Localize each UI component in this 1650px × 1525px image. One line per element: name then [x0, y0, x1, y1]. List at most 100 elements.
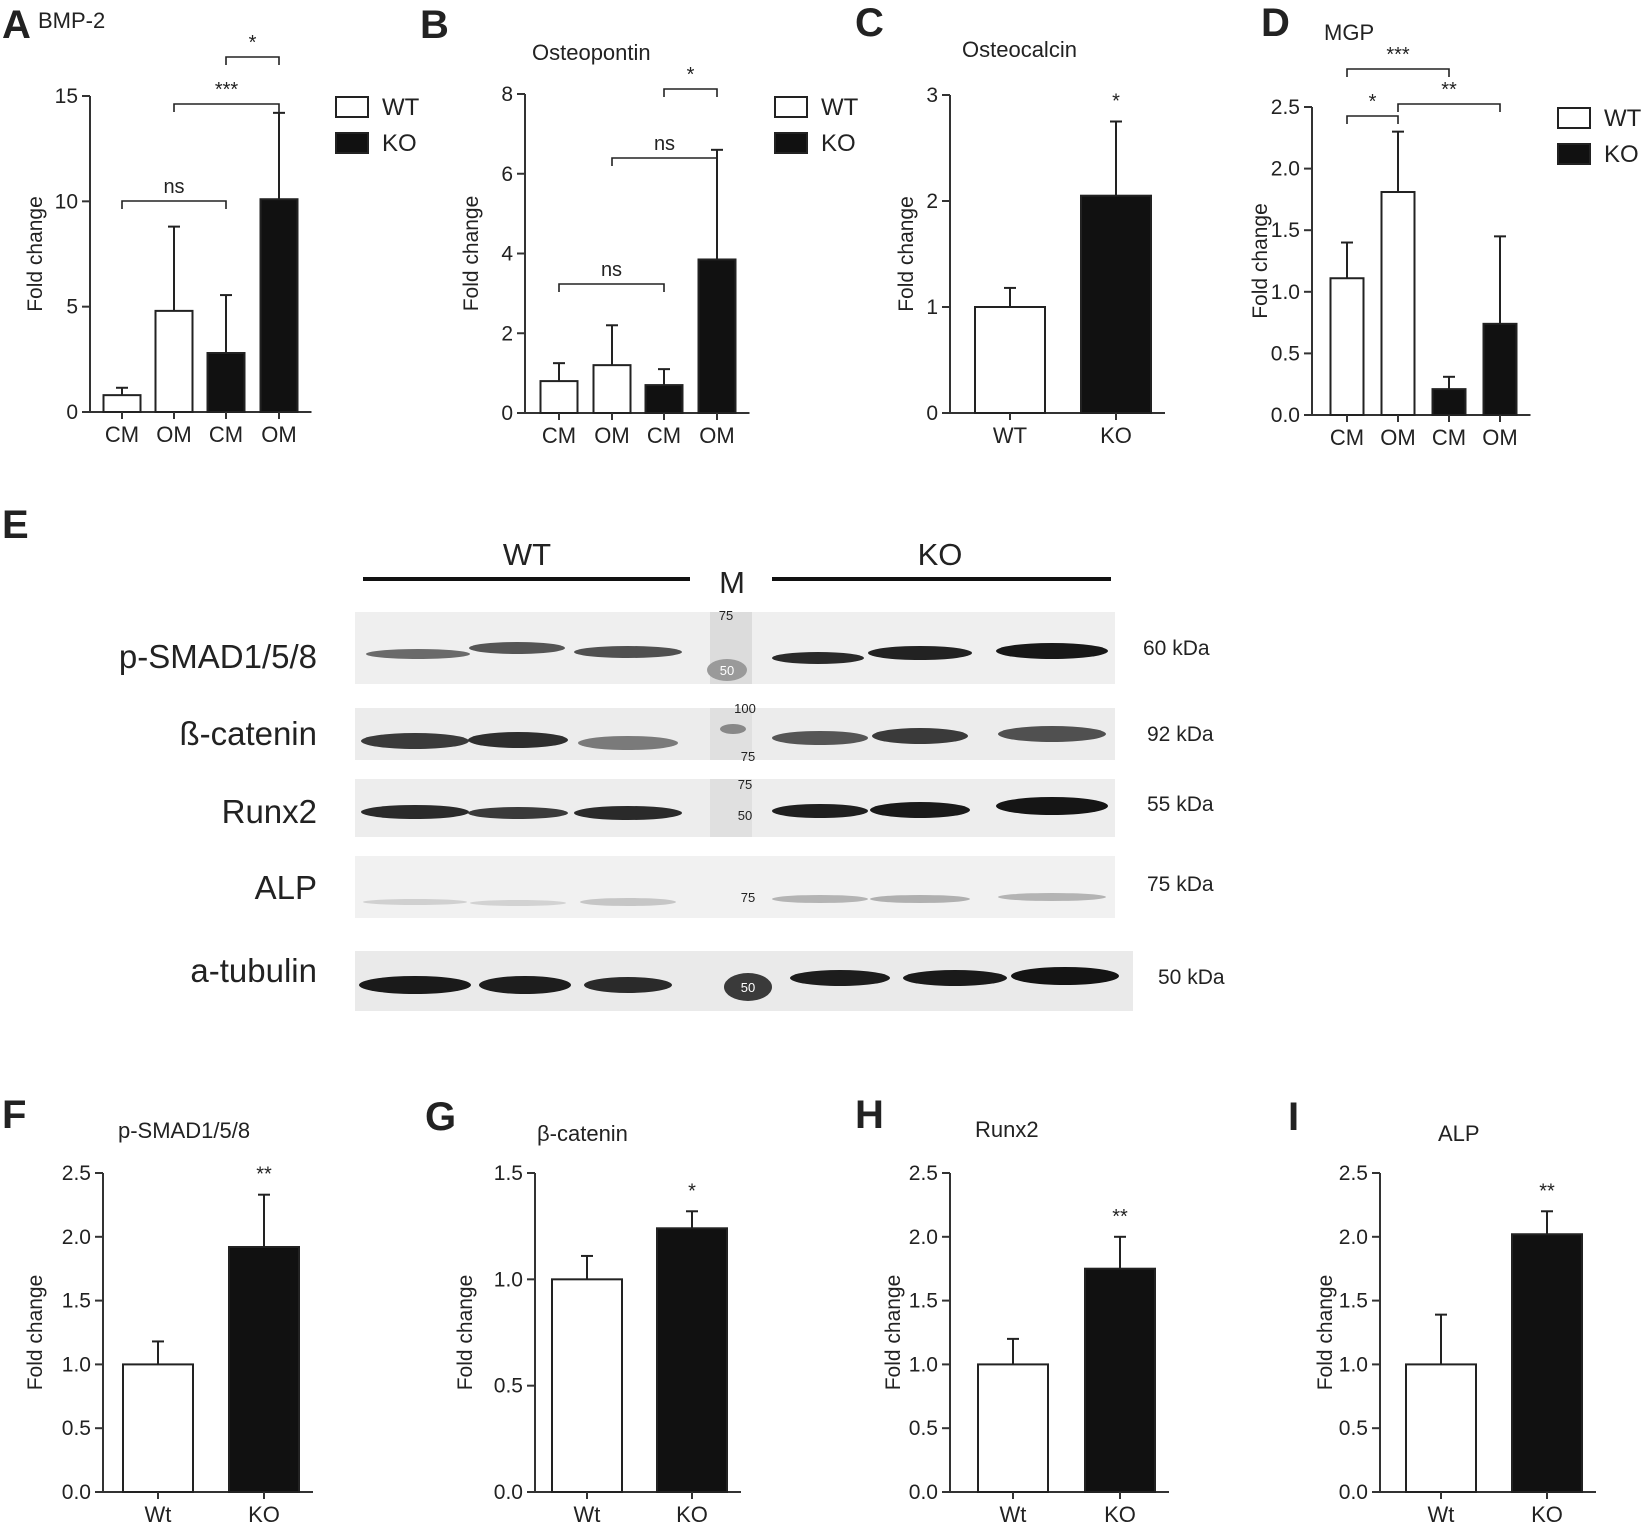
y-axis-label: Fold change — [24, 196, 47, 312]
bar — [228, 1246, 300, 1494]
chart-title: β-catenin — [537, 1121, 628, 1146]
significance-bracket — [558, 283, 665, 292]
significance-label: * — [688, 1180, 696, 1202]
x-tick-label: Wt — [145, 1502, 172, 1525]
band — [366, 649, 470, 659]
panel-letter: F — [2, 1093, 26, 1137]
band — [584, 977, 672, 993]
y-tick-label: 2.5 — [1271, 96, 1300, 119]
y-tick-label: 1.0 — [62, 1353, 91, 1376]
significance-bracket — [663, 88, 718, 97]
significance-label: *** — [215, 79, 239, 101]
bar — [206, 352, 246, 414]
y-tick-label: 0.0 — [494, 1481, 523, 1504]
panel-letter: B — [420, 3, 449, 47]
bar — [1380, 191, 1416, 416]
legend-label: WT — [821, 94, 859, 121]
blot-row-runx2: 75 50 Runx2 55 kDa — [222, 777, 1214, 837]
y-tick-label: 2.5 — [909, 1162, 938, 1185]
band — [363, 899, 467, 905]
legend-label: WT — [1604, 105, 1642, 132]
band — [1011, 967, 1119, 985]
y-tick-label: 0.5 — [62, 1417, 91, 1440]
panel-letter-e: E — [2, 503, 29, 547]
significance-bracket — [225, 56, 280, 65]
marker-label: 75 — [741, 749, 755, 764]
blot-group-marker: M — [719, 565, 745, 600]
x-tick-label: KO — [248, 1502, 280, 1525]
x-tick-label: OM — [1380, 425, 1415, 450]
blot-row-label: a-tubulin — [190, 952, 317, 989]
significance-bracket — [1346, 115, 1399, 124]
chart-title: BMP-2 — [38, 8, 105, 33]
y-axis-label: Fold change — [895, 196, 918, 312]
band — [574, 646, 682, 658]
band — [996, 797, 1108, 815]
band — [903, 970, 1007, 986]
panel-letter: A — [2, 3, 31, 47]
x-tick-label: WT — [993, 423, 1027, 448]
bar — [1405, 1363, 1477, 1494]
y-tick-label: 5 — [66, 296, 78, 319]
y-tick-label: 0.5 — [1271, 342, 1300, 365]
band — [578, 736, 678, 750]
y-tick-label: 0.5 — [909, 1417, 938, 1440]
y-axis-label: Fold change — [882, 1275, 905, 1391]
legend-label: WT — [382, 94, 420, 121]
bar — [1431, 388, 1467, 416]
legend-label: KO — [382, 130, 417, 157]
marker-label: 75 — [738, 777, 752, 792]
x-tick-label: CM — [1330, 425, 1364, 450]
legend-swatch — [1557, 107, 1591, 129]
y-tick-label: 2 — [501, 322, 513, 345]
blot-row-bcatenin: 100 75 ß-catenin 92 kDa — [179, 701, 1213, 764]
band — [580, 898, 676, 906]
blot-row-kda: 92 kDa — [1147, 723, 1214, 746]
y-axis-label: Fold change — [1314, 1275, 1337, 1391]
legend-swatch — [1557, 143, 1591, 165]
legend-swatch — [335, 132, 369, 154]
band — [479, 976, 571, 994]
x-tick-label: CM — [647, 423, 681, 448]
bar — [592, 364, 632, 414]
western-blot-panel: E WT M KO 75 50 p-SMAD1/5/8 60 kDa — [2, 503, 1225, 1011]
y-tick-label: 0.0 — [1339, 1481, 1368, 1504]
x-tick-label: CM — [1432, 425, 1466, 450]
band — [470, 900, 566, 906]
blot-row-kda: 50 kDa — [1158, 966, 1225, 989]
x-tick-label: KO — [1100, 423, 1132, 448]
y-axis-label: Fold change — [454, 1275, 477, 1391]
band — [870, 802, 970, 818]
significance-label: ns — [601, 259, 622, 281]
bar — [644, 384, 684, 414]
bar — [977, 1363, 1049, 1494]
significance-label: ** — [256, 1164, 272, 1186]
legend-swatch — [774, 132, 808, 154]
blot-row-kda: 60 kDa — [1143, 637, 1210, 660]
chart-title: ALP — [1438, 1121, 1480, 1146]
x-tick-label: OM — [1482, 425, 1517, 450]
marker-band — [707, 659, 747, 681]
panel-letter: I — [1288, 1095, 1299, 1139]
bar — [974, 306, 1046, 414]
significance-bracket — [1397, 103, 1501, 112]
band — [998, 726, 1106, 742]
significance-label: ** — [1112, 1206, 1128, 1228]
y-tick-label: 2.0 — [909, 1226, 938, 1249]
x-tick-label: OM — [594, 423, 629, 448]
legend-swatch — [335, 96, 369, 118]
marker-band — [724, 973, 772, 1001]
blot-group-wt: WT — [503, 537, 551, 572]
x-tick-label: OM — [156, 422, 191, 447]
band — [772, 804, 868, 818]
y-tick-label: 15 — [55, 85, 78, 108]
y-tick-label: 2.0 — [1339, 1226, 1368, 1249]
significance-label: *** — [1386, 44, 1410, 66]
band — [872, 728, 968, 744]
y-tick-label: 4 — [501, 243, 513, 266]
blot-row-psmad: 75 50 p-SMAD1/5/8 60 kDa — [119, 608, 1210, 684]
